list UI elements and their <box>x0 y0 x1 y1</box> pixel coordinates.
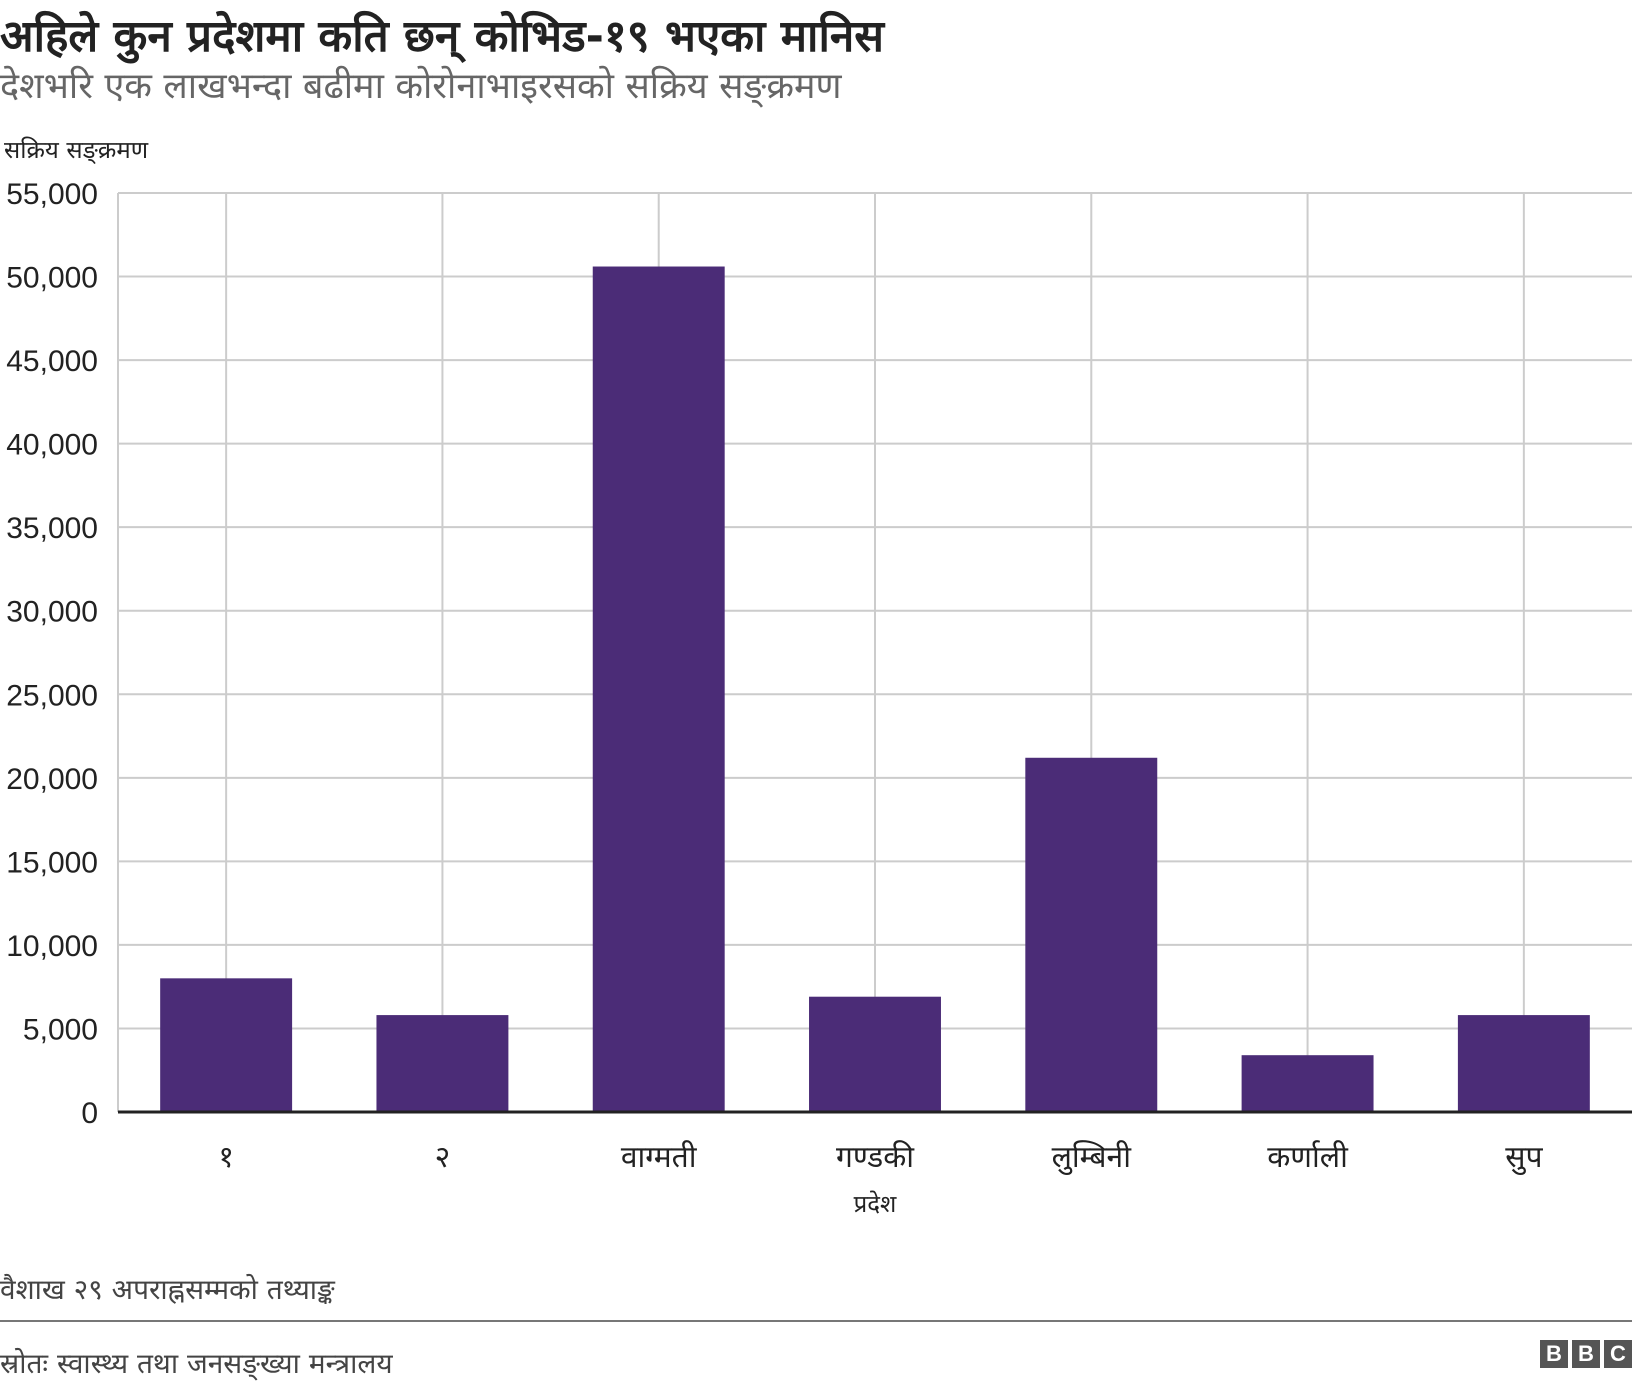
footer-divider <box>0 1320 1632 1322</box>
bars <box>160 266 1590 1112</box>
x-tick-label: लुम्बिनी <box>1052 1140 1133 1176</box>
x-tick-label: २ <box>435 1140 451 1175</box>
x-tick-label: गण्डकी <box>836 1140 915 1175</box>
x-axis-label: प्रदेश <box>854 1190 897 1218</box>
bar <box>809 996 941 1112</box>
y-tick-label: 35,000 <box>6 512 98 545</box>
bar <box>1241 1055 1374 1112</box>
y-tick-label: 40,000 <box>6 429 98 462</box>
bar <box>160 978 293 1112</box>
y-tick-label: 25,000 <box>6 679 98 712</box>
logo-letter-b1: B <box>1540 1340 1568 1368</box>
bar <box>1457 1015 1590 1112</box>
tick-labels: सक्रिय सङ्क्रमण 0 5,000 10,000 15,000 20,000 2… <box>4 136 1543 1218</box>
data-date-note: वैशाख २९ अपराह्नसम्मको तथ्याङ्क <box>0 1273 335 1306</box>
y-tick-label: 15,000 <box>6 846 98 879</box>
x-tick-label: कर्णाली <box>1267 1140 1349 1175</box>
y-tick-label: 45,000 <box>6 345 98 378</box>
chart-title: अहिले कुन प्रदेशमा कति छन् कोभिड-१९ भएका… <box>0 11 885 62</box>
y-tick-label: 10,000 <box>6 930 98 963</box>
bar <box>376 1015 509 1112</box>
y-tick-label: 55,000 <box>6 178 98 211</box>
bar <box>592 266 725 1112</box>
y-tick-label: 30,000 <box>6 596 98 629</box>
bar <box>1025 757 1158 1112</box>
gridlines <box>117 192 1632 1112</box>
source-text: स्रोतः स्वास्थ्य तथा जनसङ्ख्या मन्त्रालय <box>0 1347 393 1380</box>
chart-subtitle: देशभरि एक लाखभन्दा बढीमा कोरोनाभाइरसको स… <box>0 66 842 107</box>
x-tick-label: १ <box>218 1140 234 1175</box>
y-tick-label: 0 <box>81 1097 98 1130</box>
y-tick-label: 50,000 <box>6 262 98 295</box>
y-tick-label: 5,000 <box>23 1013 98 1046</box>
x-tick-label: सुप <box>1505 1140 1543 1176</box>
x-tick-label: वाग्मती <box>621 1140 698 1175</box>
bbc-logo: B B C <box>1540 1340 1632 1368</box>
logo-letter-c: C <box>1604 1340 1632 1368</box>
bar-chart: सक्रिय सङ्क्रमण 0 5,000 10,000 15,000 20,000 2… <box>4 136 1632 1218</box>
y-axis-label: सक्रिय सङ्क्रमण <box>4 136 149 165</box>
logo-letter-b2: B <box>1572 1340 1600 1368</box>
y-tick-label: 20,000 <box>6 763 98 796</box>
